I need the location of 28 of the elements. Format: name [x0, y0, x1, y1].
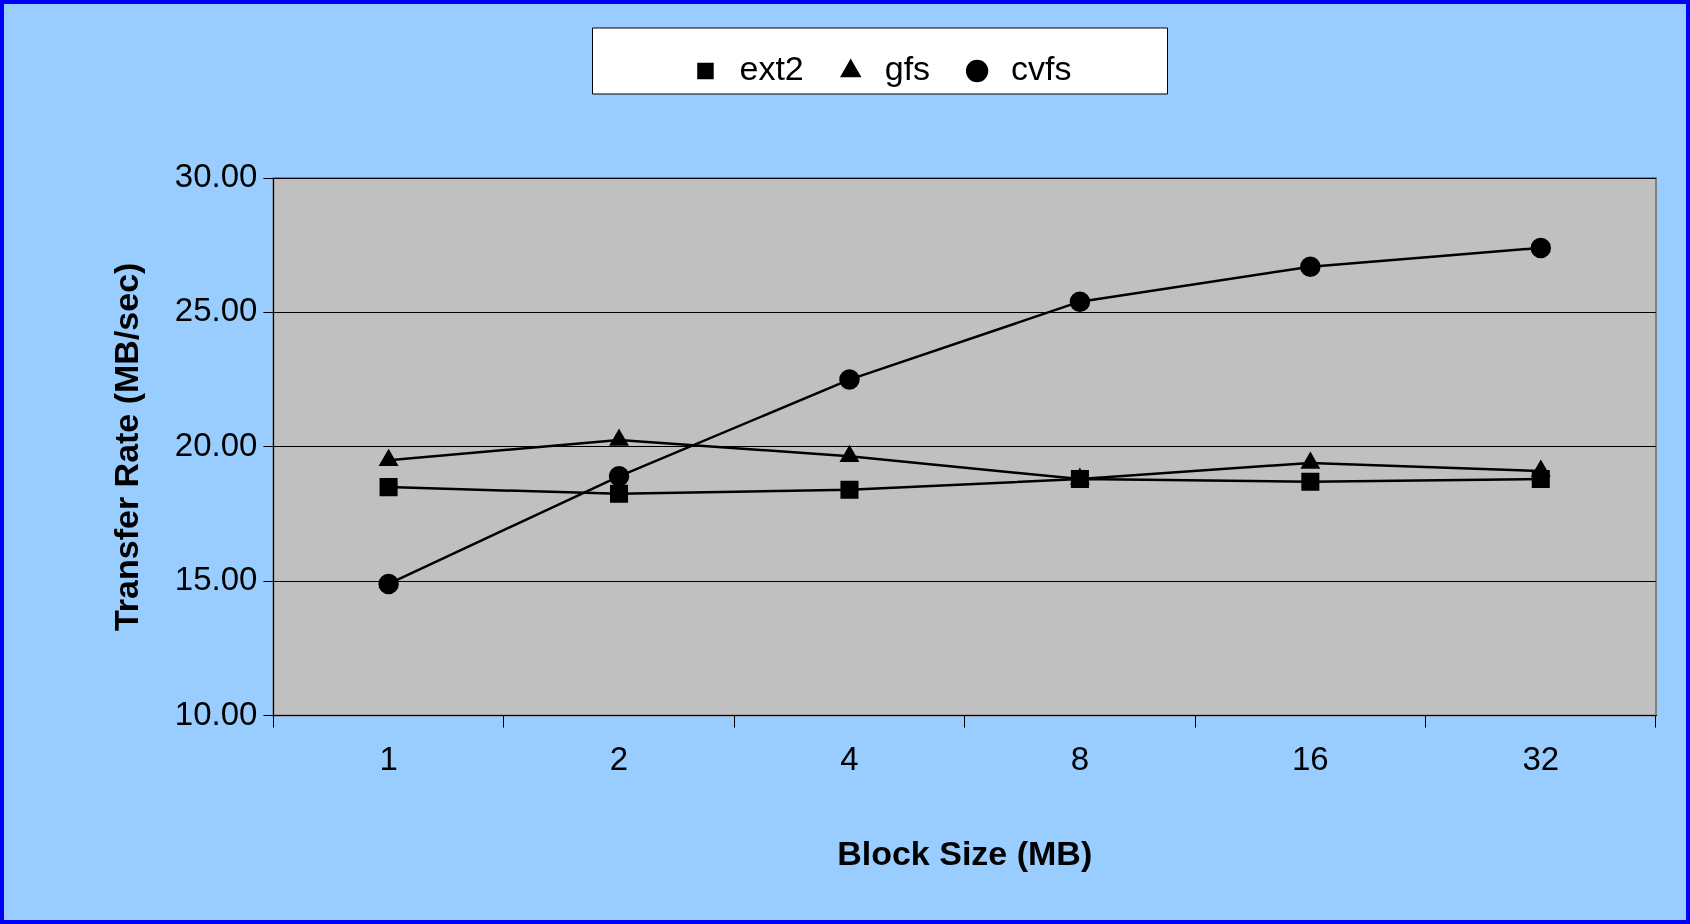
y-tick-label: 10.00 [174, 694, 258, 732]
y-axis-title: Transfer Rate (MB/sec) [106, 262, 145, 632]
legend-label: cvfs [1011, 49, 1072, 88]
point [1070, 470, 1089, 489]
legend-label: ext2 [739, 49, 804, 88]
point [378, 573, 399, 595]
point [840, 480, 859, 499]
x-tick-label: 2 [609, 740, 629, 778]
point [1531, 470, 1550, 489]
point [610, 484, 629, 503]
point [1530, 237, 1552, 259]
x-axis-title: Block Size (MB) [837, 833, 1093, 872]
point [608, 466, 630, 487]
y-tick-label: 25.00 [174, 291, 258, 329]
x-tick-label: 1 [379, 740, 398, 778]
point [839, 369, 860, 390]
y-tick-label: 15.00 [174, 560, 258, 598]
x-tick-label: 32 [1522, 740, 1560, 778]
point [1300, 256, 1321, 277]
x-tick-label: 16 [1291, 740, 1329, 778]
y-tick-label: 30.00 [174, 157, 258, 195]
x-tick-label: 4 [840, 740, 859, 778]
point [1301, 472, 1320, 491]
legend-label: gfs [884, 49, 931, 88]
x-tick-label: 8 [1070, 740, 1090, 778]
y-tick-label: 20.00 [174, 425, 258, 463]
point [379, 478, 398, 497]
point [1069, 291, 1091, 312]
